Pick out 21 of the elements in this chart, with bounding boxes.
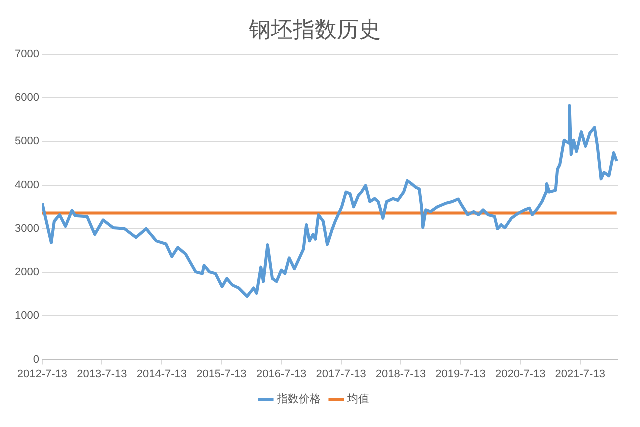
x-tick-label: 2020-7-13 [496, 368, 546, 380]
y-tick-label: 5000 [14, 136, 40, 148]
y-tick-label: 7000 [14, 48, 40, 60]
x-tick-label: 2018-7-13 [376, 368, 426, 380]
legend-label: 均值 [346, 392, 370, 406]
y-tick-label: 3000 [14, 222, 40, 235]
y-tick-label: 0 [33, 354, 40, 366]
x-tick-label: 2019-7-13 [436, 368, 486, 380]
x-tick-label: 2015-7-13 [196, 368, 247, 380]
x-tick-label: 2016-7-13 [256, 368, 307, 380]
x-tick-label: 2014-7-13 [136, 368, 188, 380]
x-tick-label: 2021-7-13 [555, 368, 606, 380]
y-tick-label: 1000 [14, 310, 40, 322]
x-tick-label: 2013-7-13 [77, 368, 128, 380]
y-tick-label: 6000 [14, 92, 40, 104]
x-tick-label: 2012-7-13 [17, 368, 68, 380]
x-tick-label: 2017-7-13 [316, 368, 366, 380]
chart-title: 钢坯指数历史 [248, 18, 381, 43]
y-tick-label: 2000 [14, 266, 40, 279]
y-tick-label: 4000 [14, 179, 40, 192]
legend-label: 指数价格 [276, 392, 321, 406]
